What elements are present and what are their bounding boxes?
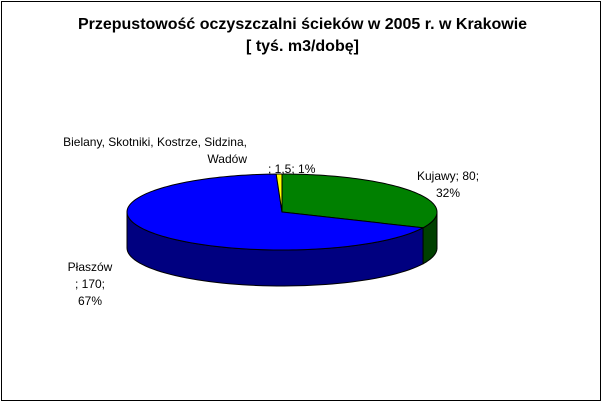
label-value: 80 [462,169,476,183]
label-separator: ; [455,169,463,183]
label-name: Płaszów [67,260,113,274]
label-separator: ; [475,169,480,183]
label-separator: ; [101,277,106,291]
label-separator: ; [268,162,275,176]
slice [126,173,425,251]
chart-title: Przepustowość oczyszczalni ścieków w 200… [77,16,528,55]
label-separator: ; [291,162,299,176]
label-percent: 1% [298,162,316,176]
label-percent: 67% [77,294,103,308]
chart-frame [1,1,601,401]
data-label: Kujawy; 80; 32% [388,168,508,202]
label-percent: 32% [435,186,461,200]
label-name: Bielany, Skotniki, Kostrze, Sidzina, Wad… [63,135,247,166]
label-separator: ; [74,277,82,291]
label-value: 170 [81,277,102,291]
slice [275,173,283,213]
data-label: Płaszów; 170; 67% [40,259,140,310]
label-value: 1,5 [274,162,292,176]
data-label: ; 1,5; 1% [268,161,348,178]
data-label: Bielany, Skotniki, Kostrze, Sidzina, Wad… [60,134,247,168]
slice [281,173,438,229]
label-name: Kujawy [416,169,456,183]
